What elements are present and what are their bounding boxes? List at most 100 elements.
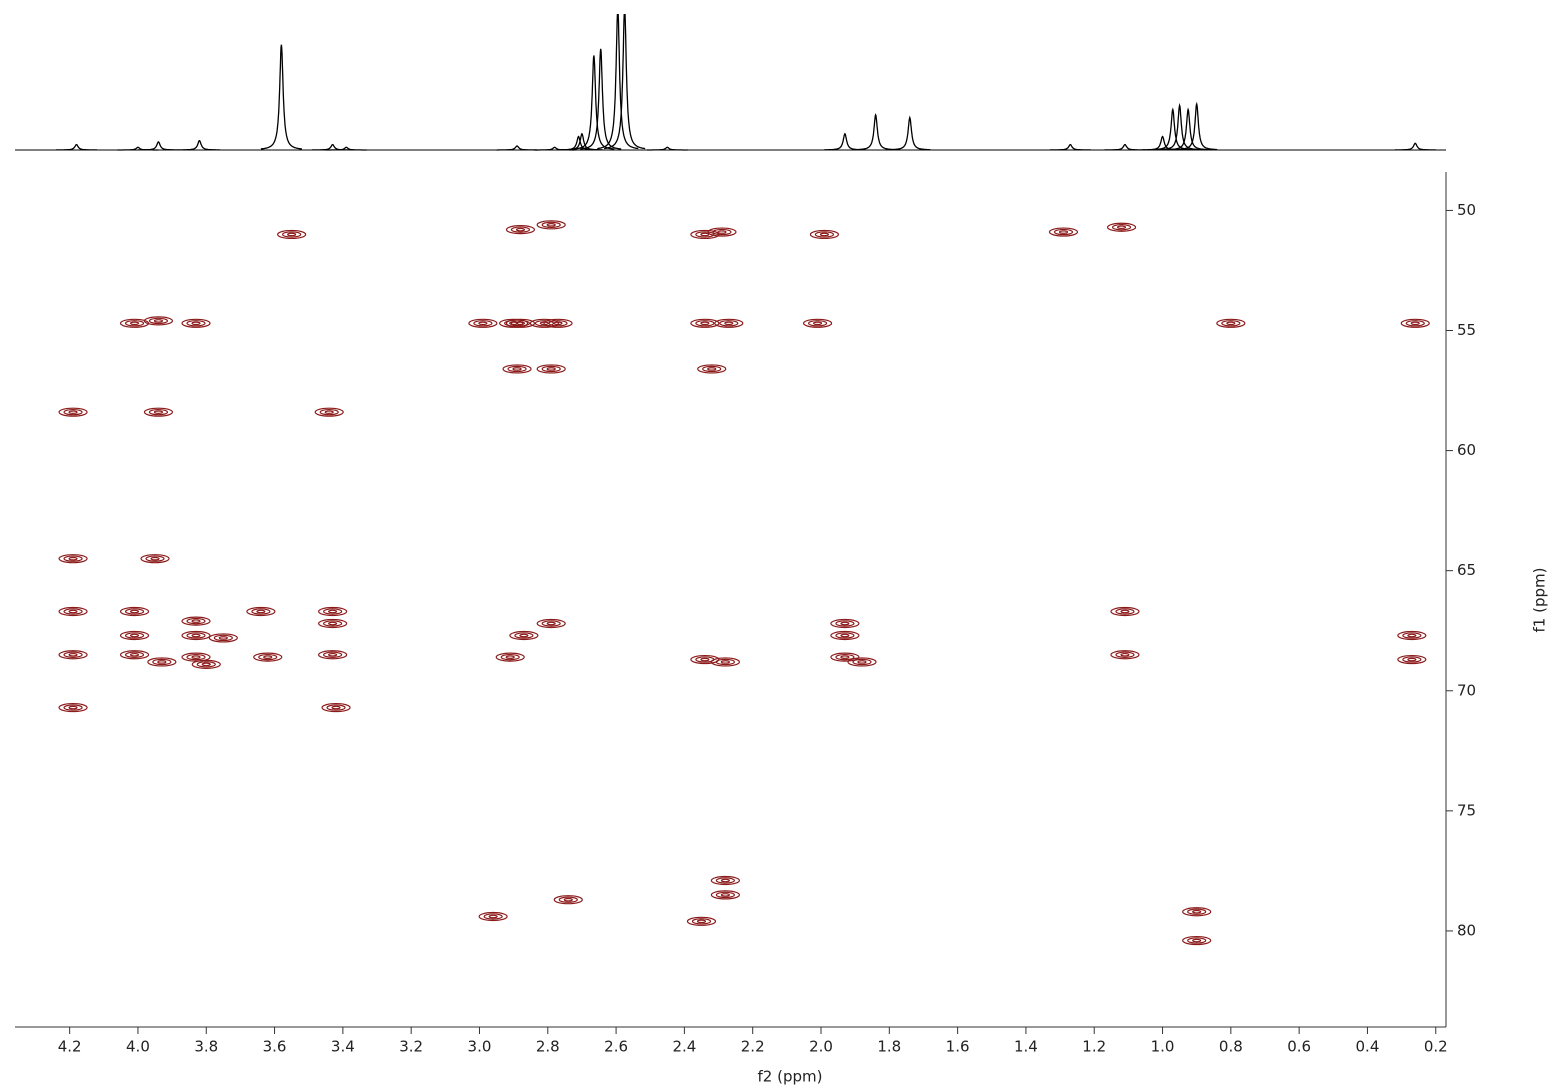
contour [536, 220, 566, 230]
contour [256, 609, 266, 614]
contour [541, 365, 561, 373]
contour [710, 875, 740, 886]
cross-peak [468, 318, 498, 328]
contour [1106, 222, 1137, 232]
cross-peak [318, 650, 348, 660]
cross-peak [181, 616, 211, 626]
trace-peak [260, 44, 303, 150]
y-axis-label: f1 (ppm) [1531, 568, 1549, 633]
x-tick-label: 3.8 [194, 1038, 218, 1056]
contour [129, 609, 140, 614]
cross-peak [1048, 227, 1079, 237]
contour [129, 633, 140, 638]
contour [68, 652, 78, 657]
cross-peak [1400, 318, 1430, 328]
contour [1111, 224, 1132, 231]
cross-peak [140, 554, 170, 564]
cross-peak [553, 895, 583, 905]
contour [191, 321, 201, 326]
contour [686, 916, 717, 926]
contour [1187, 908, 1207, 915]
contour [201, 662, 211, 667]
contour [251, 608, 271, 615]
contour [468, 318, 498, 328]
cross-peak [181, 630, 211, 641]
trace-peak [580, 48, 622, 150]
cross-peak [119, 650, 150, 660]
contour [1115, 651, 1135, 658]
cross-peak [847, 657, 877, 667]
contour [563, 897, 573, 902]
contour [830, 652, 860, 662]
x-tick-label: 0.8 [1219, 1038, 1243, 1056]
contour [1053, 228, 1074, 236]
contour [710, 890, 740, 900]
contour [515, 321, 526, 326]
contour [500, 653, 520, 661]
contour [323, 651, 343, 658]
contour [157, 660, 167, 664]
trace-peak [824, 132, 866, 151]
contour [129, 321, 140, 326]
x-tick-label: 1.2 [1082, 1038, 1106, 1056]
contour [558, 896, 578, 903]
cross-peak [1182, 935, 1212, 946]
contour [124, 632, 145, 639]
x-tick-label: 0.2 [1424, 1038, 1448, 1056]
contour [1405, 320, 1425, 327]
cross-peak [478, 911, 508, 922]
contour [690, 318, 720, 328]
contour [536, 618, 566, 629]
contour [546, 223, 556, 227]
y-tick-label: 55 [1457, 321, 1476, 339]
cross-peak [58, 554, 88, 564]
cross-peak [1397, 654, 1427, 665]
contour [700, 232, 710, 237]
contour [1182, 907, 1212, 917]
contour [715, 891, 735, 899]
contour [717, 230, 727, 234]
contour [119, 606, 150, 617]
contour [148, 408, 169, 416]
contour [509, 630, 539, 641]
trace-peak [889, 115, 931, 151]
cross-peak [536, 618, 566, 629]
cross-peak [318, 606, 348, 617]
contour [691, 918, 712, 925]
contour [63, 651, 83, 658]
contour [840, 655, 850, 659]
cross-peak [1182, 907, 1212, 917]
x-tick-label: 4.0 [126, 1038, 150, 1056]
contour [119, 630, 150, 641]
contour [145, 555, 165, 562]
contour [124, 651, 145, 658]
contour [512, 367, 522, 371]
contour [326, 704, 346, 711]
x-tick-label: 2.4 [672, 1038, 696, 1056]
cross-peak [181, 318, 211, 328]
contour [840, 621, 850, 626]
cross-peak [830, 652, 860, 662]
contour [515, 227, 526, 232]
contour [483, 913, 503, 920]
x-tick-label: 1.0 [1151, 1038, 1175, 1056]
contour [505, 225, 536, 235]
cross-peak [318, 618, 348, 629]
contour [213, 634, 233, 642]
contour [153, 410, 164, 414]
contour [129, 652, 140, 657]
contour [68, 609, 78, 614]
contour [720, 893, 730, 897]
contour [1402, 656, 1422, 663]
cross-peak [536, 220, 566, 230]
contour [835, 653, 855, 661]
contour [541, 620, 561, 627]
x-tick-label: 0.4 [1356, 1038, 1380, 1056]
cross-peak [697, 364, 727, 374]
cross-peak [710, 875, 740, 886]
contour [695, 231, 715, 238]
cross-peak [253, 652, 283, 662]
contour [536, 364, 566, 374]
contour [502, 364, 532, 374]
contour [548, 320, 568, 327]
